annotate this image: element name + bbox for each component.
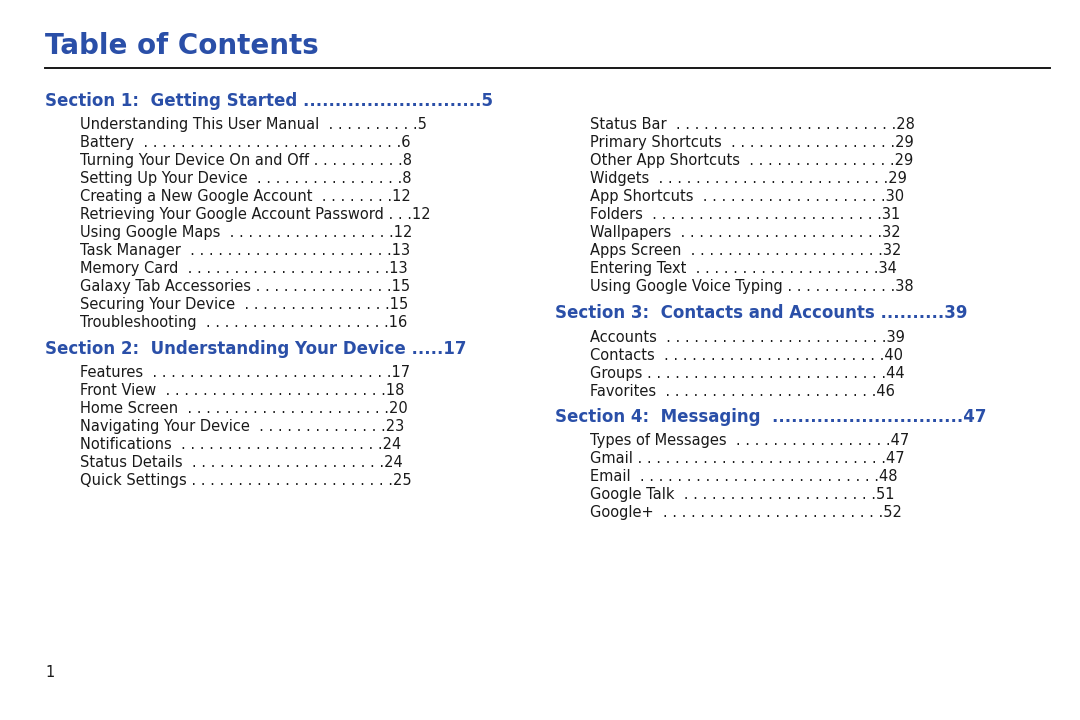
Text: Folders  . . . . . . . . . . . . . . . . . . . . . . . . .31: Folders . . . . . . . . . . . . . . . . … xyxy=(590,207,901,222)
Text: Using Google Voice Typing . . . . . . . . . . . .38: Using Google Voice Typing . . . . . . . … xyxy=(590,279,914,294)
Text: Understanding This User Manual  . . . . . . . . . .5: Understanding This User Manual . . . . .… xyxy=(80,117,427,132)
Text: 1: 1 xyxy=(45,665,54,680)
Text: Notifications  . . . . . . . . . . . . . . . . . . . . . .24: Notifications . . . . . . . . . . . . . … xyxy=(80,437,402,452)
Text: Google Talk  . . . . . . . . . . . . . . . . . . . . .51: Google Talk . . . . . . . . . . . . . . … xyxy=(590,487,894,502)
Text: Battery  . . . . . . . . . . . . . . . . . . . . . . . . . . . .6: Battery . . . . . . . . . . . . . . . . … xyxy=(80,135,410,150)
Text: Troubleshooting  . . . . . . . . . . . . . . . . . . . .16: Troubleshooting . . . . . . . . . . . . … xyxy=(80,315,407,330)
Text: Groups . . . . . . . . . . . . . . . . . . . . . . . . . .44: Groups . . . . . . . . . . . . . . . . .… xyxy=(590,366,905,381)
Text: Navigating Your Device  . . . . . . . . . . . . . .23: Navigating Your Device . . . . . . . . .… xyxy=(80,419,404,434)
Text: App Shortcuts  . . . . . . . . . . . . . . . . . . . .30: App Shortcuts . . . . . . . . . . . . . … xyxy=(590,189,904,204)
Text: Widgets  . . . . . . . . . . . . . . . . . . . . . . . . .29: Widgets . . . . . . . . . . . . . . . . … xyxy=(590,171,907,186)
Text: Galaxy Tab Accessories . . . . . . . . . . . . . . .15: Galaxy Tab Accessories . . . . . . . . .… xyxy=(80,279,410,294)
Text: Securing Your Device  . . . . . . . . . . . . . . . .15: Securing Your Device . . . . . . . . . .… xyxy=(80,297,408,312)
Text: Primary Shortcuts  . . . . . . . . . . . . . . . . . .29: Primary Shortcuts . . . . . . . . . . . … xyxy=(590,135,914,150)
Text: Using Google Maps  . . . . . . . . . . . . . . . . . .12: Using Google Maps . . . . . . . . . . . … xyxy=(80,225,413,240)
Text: Gmail . . . . . . . . . . . . . . . . . . . . . . . . . . .47: Gmail . . . . . . . . . . . . . . . . . … xyxy=(590,451,905,466)
Text: Section 4:  Messaging  ..............................47: Section 4: Messaging ...................… xyxy=(555,408,986,426)
Text: Setting Up Your Device  . . . . . . . . . . . . . . . .8: Setting Up Your Device . . . . . . . . .… xyxy=(80,171,411,186)
Text: Memory Card  . . . . . . . . . . . . . . . . . . . . . .13: Memory Card . . . . . . . . . . . . . . … xyxy=(80,261,407,276)
Text: Section 2:  Understanding Your Device .....17: Section 2: Understanding Your Device ...… xyxy=(45,340,467,358)
Text: Status Bar  . . . . . . . . . . . . . . . . . . . . . . . .28: Status Bar . . . . . . . . . . . . . . .… xyxy=(590,117,915,132)
Text: Wallpapers  . . . . . . . . . . . . . . . . . . . . . .32: Wallpapers . . . . . . . . . . . . . . .… xyxy=(590,225,901,240)
Text: Favorites  . . . . . . . . . . . . . . . . . . . . . . .46: Favorites . . . . . . . . . . . . . . . … xyxy=(590,384,895,399)
Text: Contacts  . . . . . . . . . . . . . . . . . . . . . . . .40: Contacts . . . . . . . . . . . . . . . .… xyxy=(590,348,903,363)
Text: Accounts  . . . . . . . . . . . . . . . . . . . . . . . .39: Accounts . . . . . . . . . . . . . . . .… xyxy=(590,330,905,345)
Text: Types of Messages  . . . . . . . . . . . . . . . . .47: Types of Messages . . . . . . . . . . . … xyxy=(590,433,909,448)
Text: Email  . . . . . . . . . . . . . . . . . . . . . . . . . .48: Email . . . . . . . . . . . . . . . . . … xyxy=(590,469,897,484)
Text: Task Manager  . . . . . . . . . . . . . . . . . . . . . .13: Task Manager . . . . . . . . . . . . . .… xyxy=(80,243,410,258)
Text: Table of Contents: Table of Contents xyxy=(45,32,319,60)
Text: Other App Shortcuts  . . . . . . . . . . . . . . . .29: Other App Shortcuts . . . . . . . . . . … xyxy=(590,153,914,168)
Text: Status Details  . . . . . . . . . . . . . . . . . . . . .24: Status Details . . . . . . . . . . . . .… xyxy=(80,455,403,470)
Text: Turning Your Device On and Off . . . . . . . . . .8: Turning Your Device On and Off . . . . .… xyxy=(80,153,411,168)
Text: Google+  . . . . . . . . . . . . . . . . . . . . . . . .52: Google+ . . . . . . . . . . . . . . . . … xyxy=(590,505,902,520)
Text: Front View  . . . . . . . . . . . . . . . . . . . . . . . .18: Front View . . . . . . . . . . . . . . .… xyxy=(80,383,404,398)
Text: Quick Settings . . . . . . . . . . . . . . . . . . . . . .25: Quick Settings . . . . . . . . . . . . .… xyxy=(80,473,411,488)
Text: Entering Text  . . . . . . . . . . . . . . . . . . . .34: Entering Text . . . . . . . . . . . . . … xyxy=(590,261,896,276)
Text: Features  . . . . . . . . . . . . . . . . . . . . . . . . . .17: Features . . . . . . . . . . . . . . . .… xyxy=(80,365,410,380)
Text: Section 3:  Contacts and Accounts ..........39: Section 3: Contacts and Accounts .......… xyxy=(555,304,968,322)
Text: Retrieving Your Google Account Password . . .12: Retrieving Your Google Account Password … xyxy=(80,207,431,222)
Text: Section 1:  Getting Started ............................5: Section 1: Getting Started .............… xyxy=(45,92,492,110)
Text: Home Screen  . . . . . . . . . . . . . . . . . . . . . .20: Home Screen . . . . . . . . . . . . . . … xyxy=(80,401,408,416)
Text: Apps Screen  . . . . . . . . . . . . . . . . . . . . .32: Apps Screen . . . . . . . . . . . . . . … xyxy=(590,243,902,258)
Text: Creating a New Google Account  . . . . . . . .12: Creating a New Google Account . . . . . … xyxy=(80,189,410,204)
